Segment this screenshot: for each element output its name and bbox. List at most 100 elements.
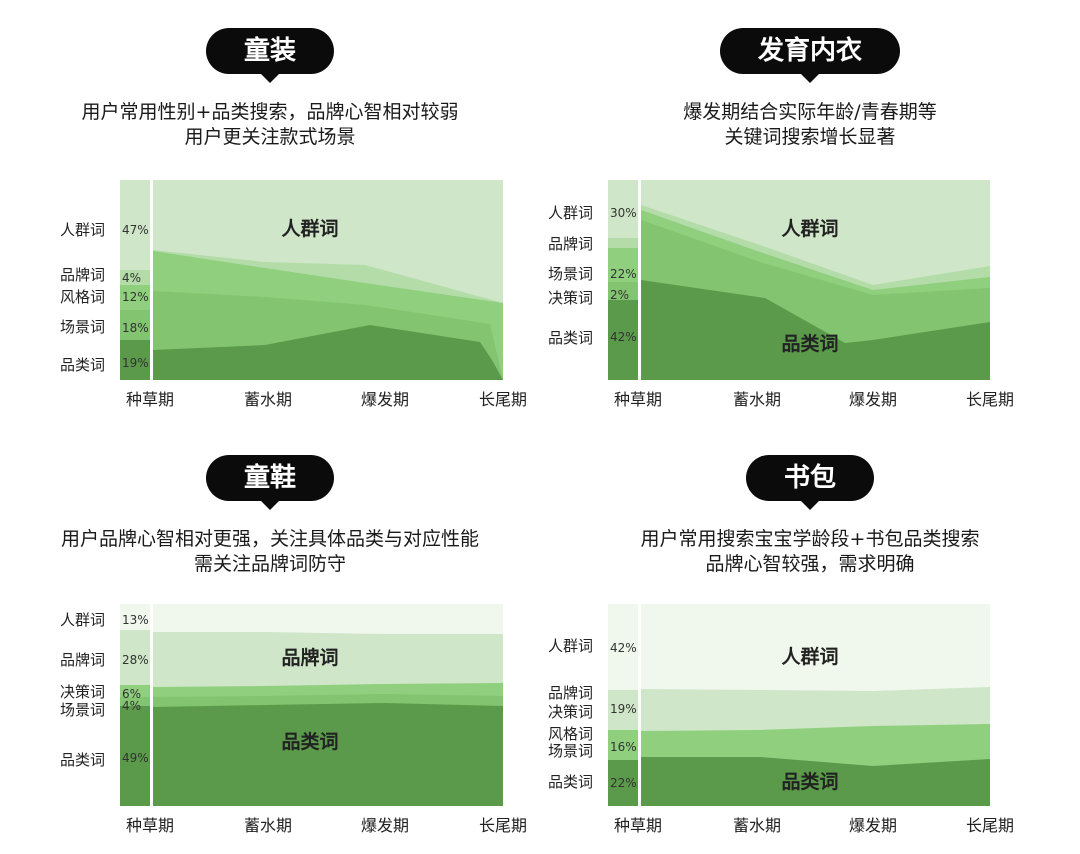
panel-school-bag: 书包 用户常用搜索宝宝学龄段+书包品类搜索 品牌心智较强，需求明确 人群词 42%… (540, 427, 1080, 854)
data-label: 2% (610, 288, 629, 302)
description-line: 用户常用性别+品类搜索，品牌心智相对较弱 (81, 101, 459, 123)
area-annotation: 品类词 (281, 730, 338, 753)
stage-bar-segment (608, 300, 638, 380)
panel-title: 童鞋 (205, 455, 335, 510)
area-series (153, 325, 503, 380)
stage-divider (638, 180, 641, 380)
legend-label: 决策词 (60, 683, 105, 701)
panel-description: 用户品牌心智相对更强，关注具体品类与对应性能 需关注品牌词防守 (0, 527, 540, 577)
data-label: 49% (122, 751, 149, 765)
x-tick-label: 种草期 (614, 390, 662, 409)
legend-label: 人群词 (548, 204, 593, 222)
legend-label: 风格词 (60, 288, 105, 306)
stage-bar-segment (120, 630, 150, 685)
panel-description: 用户常用性别+品类搜索，品牌心智相对较弱 用户更关注款式场景 (0, 100, 540, 150)
description-line: 用户常用搜索宝宝学龄段+书包品类搜索 (640, 528, 980, 550)
data-label: 6% (122, 687, 141, 701)
stage-divider (638, 604, 641, 806)
panel-childrens-clothing: 童装 用户常用性别+品类搜索，品牌心智相对较弱 用户更关注款式场景 人群词 47%… (0, 0, 540, 427)
legend-label: 人群词 (548, 637, 593, 655)
x-tick-label: 长尾期 (966, 816, 1014, 835)
x-tick-label: 爆发期 (361, 816, 409, 835)
data-label: 22% (610, 776, 637, 790)
legend-label: 人群词 (60, 611, 105, 629)
x-tick-label: 爆发期 (361, 390, 409, 409)
legend-label: 品类词 (60, 751, 105, 769)
data-label: 13% (122, 613, 149, 627)
x-tick-label: 种草期 (614, 816, 662, 835)
legend-label: 品牌词 (548, 235, 593, 253)
area-annotation: 品类词 (781, 770, 838, 793)
data-label: 19% (610, 702, 637, 716)
legend-label: 决策词 (548, 289, 593, 307)
panel-childrens-shoes: 童鞋 用户品牌心智相对更强，关注具体品类与对应性能 需关注品牌词防守 人群词 13… (0, 427, 540, 854)
x-tick-label: 蓄水期 (733, 816, 781, 835)
description-line: 用户更关注款式场景 (184, 126, 356, 148)
area-annotation: 品类词 (781, 332, 838, 355)
stage-bar-segment (608, 238, 638, 248)
legend-label: 决策词 (548, 703, 593, 721)
legend-label: 品牌词 (548, 684, 593, 702)
data-label: 42% (610, 641, 637, 655)
legend-label: 风格词 (548, 725, 593, 743)
legend-label: 场景词 (60, 701, 105, 719)
description-line: 品牌心智较强，需求明确 (705, 553, 915, 575)
panel-title: 书包 (745, 455, 875, 510)
stage-bar-segment (608, 604, 638, 690)
x-tick-label: 种草期 (126, 390, 174, 409)
legend-label: 品类词 (548, 773, 593, 791)
x-tick-label: 爆发期 (849, 390, 897, 409)
x-tick-label: 爆发期 (849, 816, 897, 835)
data-label: 28% (122, 653, 149, 667)
x-tick-label: 长尾期 (966, 390, 1014, 409)
x-tick-label: 蓄水期 (733, 390, 781, 409)
stage-bar-segment (608, 730, 638, 760)
stage-bar-segment (120, 697, 150, 706)
data-label: 42% (610, 330, 637, 344)
stage-bar-segment (608, 180, 638, 238)
stage-bar-segment (608, 760, 638, 806)
legend-label: 品牌词 (60, 651, 105, 669)
data-label: 16% (610, 740, 637, 754)
description-line: 用户品牌心智相对更强，关注具体品类与对应性能 (60, 528, 479, 550)
area-annotation: 人群词 (781, 645, 838, 668)
legend-label: 品类词 (548, 329, 593, 347)
area-series (153, 703, 503, 806)
legend-label: 场景词 (548, 265, 593, 283)
panel-description: 用户常用搜索宝宝学龄段+书包品类搜索 品牌心智较强，需求明确 (540, 527, 1080, 577)
data-label: 47% (122, 223, 149, 237)
stage-bar-segment (120, 706, 150, 806)
panel-title: 发育内衣 (719, 28, 901, 83)
data-label: 19% (122, 356, 149, 370)
legend-label: 场景词 (60, 318, 105, 336)
stage-bar-segment (120, 310, 150, 340)
legend-label: 人群词 (60, 221, 105, 239)
stage-bar-segment (120, 340, 150, 380)
data-label: 22% (610, 267, 637, 281)
area-annotation: 人群词 (281, 217, 338, 240)
description-line: 关键词搜索增长显著 (724, 126, 896, 148)
stage-bar-segment (608, 248, 638, 282)
stage-bar-segment (608, 282, 638, 300)
data-label: 30% (610, 206, 637, 220)
area-annotation: 品牌词 (281, 646, 338, 669)
x-tick-label: 蓄水期 (244, 816, 292, 835)
panel-title: 童装 (205, 28, 335, 83)
stage-divider (150, 180, 153, 380)
stage-bar-segment (608, 690, 638, 730)
legend-label: 品类词 (60, 356, 105, 374)
area-series (640, 757, 990, 806)
area-series (641, 280, 990, 380)
x-tick-label: 长尾期 (479, 390, 527, 409)
data-label: 12% (122, 290, 149, 304)
description-line: 爆发期结合实际年龄/青春期等 (683, 101, 937, 123)
stage-bar-segment (120, 285, 150, 310)
data-label: 18% (122, 321, 149, 335)
x-tick-label: 长尾期 (479, 816, 527, 835)
